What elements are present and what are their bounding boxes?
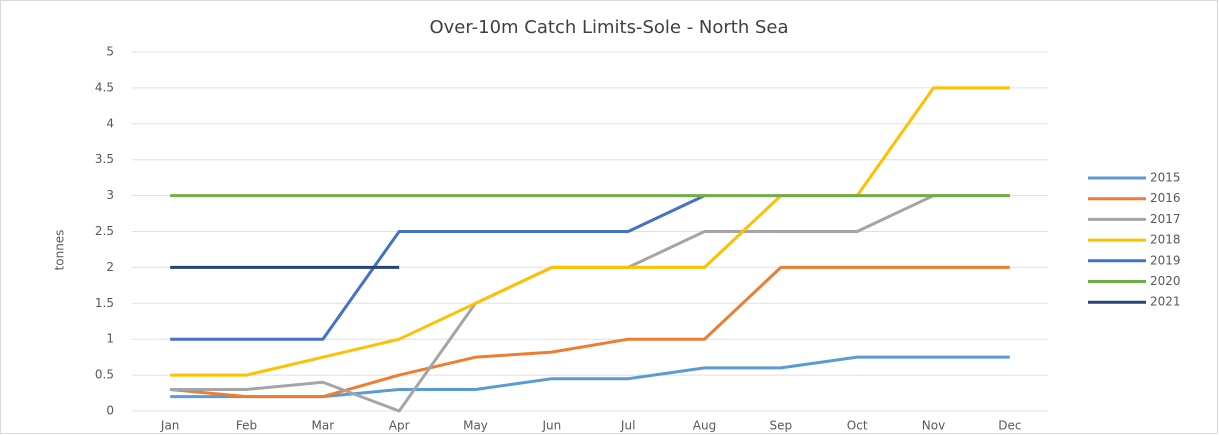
- legend-label: 2016: [1150, 191, 1181, 205]
- x-tick-label: Mar: [312, 419, 335, 433]
- y-tick-label: 5: [106, 45, 114, 59]
- series-line: [170, 194, 706, 341]
- y-tick-label: 3: [106, 188, 114, 202]
- y-tick-label: 3.5: [95, 152, 114, 166]
- x-tick-label: Aug: [693, 419, 716, 433]
- series-line: [170, 86, 1010, 377]
- x-tick-label: Nov: [922, 419, 945, 433]
- x-tick-label: Feb: [236, 419, 257, 433]
- y-tick-label: 0: [106, 404, 114, 418]
- x-tick-label: May: [463, 419, 488, 433]
- x-tick-label: Jul: [620, 419, 635, 433]
- x-tick-label: Sep: [770, 419, 793, 433]
- legend-label: 2019: [1150, 253, 1181, 267]
- legend-label: 2018: [1150, 233, 1181, 247]
- chart-title: Over-10m Catch Limits-Sole - North Sea: [429, 17, 788, 38]
- legend-label: 2020: [1150, 274, 1181, 288]
- y-tick-label: 4: [106, 116, 114, 130]
- y-tick-label: 2: [106, 260, 114, 274]
- legend-label: 2017: [1150, 212, 1181, 226]
- x-tick-label: Jan: [160, 419, 180, 433]
- legend-label: 2021: [1150, 295, 1181, 309]
- x-tick-label: Oct: [847, 419, 868, 433]
- legend-label: 2015: [1150, 171, 1181, 185]
- x-tick-label: Jun: [541, 419, 561, 433]
- y-axis-label: tonnes: [53, 230, 67, 271]
- y-tick-label: 1.5: [95, 296, 114, 310]
- y-tick-label: 4.5: [95, 80, 114, 94]
- series-line: [170, 265, 1010, 399]
- x-tick-label: Dec: [998, 419, 1021, 433]
- y-tick-label: 1: [106, 332, 114, 346]
- y-tick-label: 2.5: [95, 224, 114, 238]
- x-tick-label: Apr: [389, 419, 410, 433]
- y-tick-label: 0.5: [95, 368, 114, 382]
